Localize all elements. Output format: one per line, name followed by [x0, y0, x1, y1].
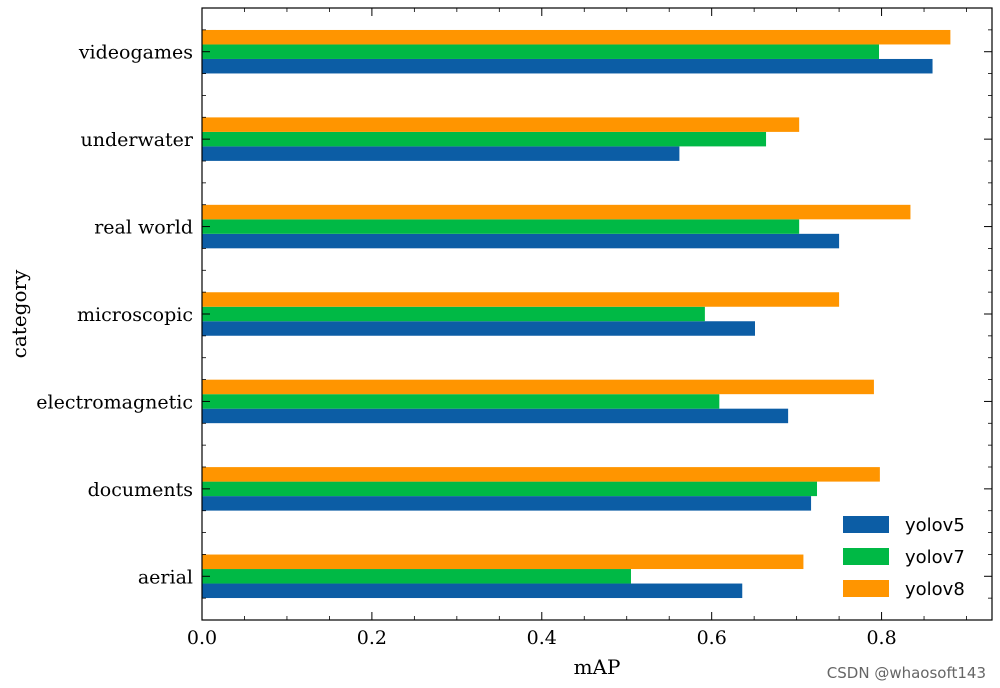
bar-yolov7-videogames — [202, 44, 880, 59]
bar-yolov7-aerial — [202, 569, 631, 584]
bar-yolov5-documents — [202, 496, 812, 511]
y-tick-label: aerial — [138, 566, 193, 588]
bars-layer — [202, 29, 951, 599]
bar-yolov8-aerial — [202, 554, 804, 570]
bar-yolov8-videogames — [202, 29, 951, 45]
bar-yolov8-underwater — [202, 117, 800, 132]
bar-yolov7-documents — [202, 481, 818, 497]
legend-label-yolov7: yolov7 — [905, 547, 965, 568]
watermark-text: CSDN @whaosoft143 — [827, 664, 986, 682]
legend-swatch-yolov8 — [843, 580, 889, 597]
y-tick-label: electromagnetic — [36, 391, 193, 413]
bar-yolov7-underwater — [202, 131, 767, 147]
bar-yolov5-microscopic — [202, 321, 755, 336]
bar-yolov8-documents — [202, 467, 880, 482]
bar-yolov7-microscopic — [202, 306, 705, 322]
bar-yolov8-microscopic — [202, 292, 840, 307]
bar-yolov8-real-world — [202, 204, 911, 220]
bar-yolov5-aerial — [202, 583, 743, 599]
x-axis-title: mAP — [574, 655, 621, 679]
bar-yolov5-real-world — [202, 233, 840, 249]
bar-yolov7-real-world — [202, 219, 800, 234]
legend-swatch-yolov7 — [843, 548, 889, 565]
y-axis-title: category — [7, 269, 31, 358]
x-tick-label: 0.8 — [866, 627, 896, 649]
y-tick-label: videogames — [78, 42, 193, 64]
y-tick-label: microscopic — [77, 304, 193, 326]
x-tick-label: 0.6 — [697, 627, 727, 649]
x-tick-label: 0.0 — [187, 627, 217, 649]
bar-yolov8-electromagnetic — [202, 379, 874, 395]
bar-yolov5-underwater — [202, 146, 680, 161]
bar-yolov5-electromagnetic — [202, 408, 789, 424]
ticks-layer: 0.0 0.2 0.4 0.6 0.8 aerial documents electromag… — [36, 8, 992, 649]
legend: yolov5 yolov7 yolov8 — [843, 515, 965, 600]
bar-yolov5-videogames — [202, 58, 933, 74]
bar-yolov7-electromagnetic — [202, 394, 720, 409]
x-tick-label: 0.4 — [527, 627, 557, 649]
legend-label-yolov8: yolov8 — [905, 579, 965, 600]
y-tick-label: documents — [88, 479, 193, 501]
legend-label-yolov5: yolov5 — [905, 515, 965, 536]
x-tick-label: 0.2 — [357, 627, 387, 649]
y-tick-label: real world — [94, 217, 193, 239]
y-tick-label: underwater — [80, 129, 193, 151]
legend-swatch-yolov5 — [843, 516, 889, 533]
